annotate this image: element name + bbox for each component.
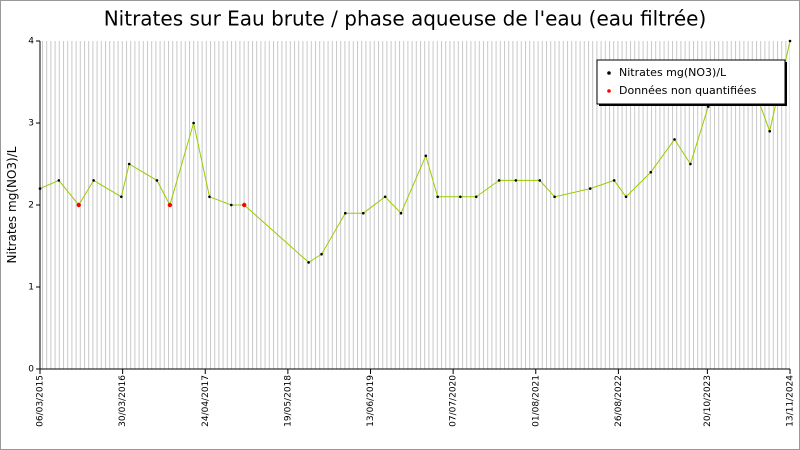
point: [92, 179, 95, 182]
x-tick-label: 01/08/2021: [531, 375, 541, 427]
point: [399, 211, 403, 215]
point: [57, 179, 61, 182]
point: [649, 170, 653, 174]
x-tick-label: 24/04/2017: [201, 375, 211, 427]
legend-label: Données non quantifiées: [619, 84, 757, 97]
point: [588, 187, 592, 190]
point: [624, 195, 628, 199]
x-tick-label: 07/07/2020: [449, 375, 459, 427]
point: [553, 195, 556, 199]
point: [307, 261, 310, 264]
point: [436, 195, 439, 199]
point: [424, 154, 428, 158]
y-tick-label: 0: [28, 365, 34, 375]
point: [689, 162, 692, 166]
point: [497, 179, 501, 182]
point: [242, 202, 247, 208]
x-tick-label: 13/06/2019: [366, 375, 376, 427]
point: [192, 121, 195, 125]
point: [514, 179, 518, 182]
series-line: [39, 40, 791, 264]
y-axis-label: Nitrates mg(NO3)/L: [5, 146, 19, 263]
x-tick-label: 30/03/2016: [118, 375, 128, 427]
y-tick-label: 1: [28, 283, 34, 293]
y-tick-label: 4: [28, 37, 34, 47]
x-tick-label: 06/03/2015: [36, 375, 46, 427]
chart-title: Nitrates sur Eau brute / phase aqueuse d…: [104, 7, 707, 31]
legend-label: Nitrates mg(NO3)/L: [619, 66, 727, 79]
point: [673, 138, 676, 141]
point: [474, 195, 478, 199]
y-tick-label: 3: [28, 119, 34, 129]
x-tick-label: 20/10/2023: [703, 375, 713, 427]
legend-marker: [607, 89, 611, 93]
point: [538, 179, 542, 182]
point: [167, 202, 173, 208]
point: [768, 129, 771, 133]
point: [320, 252, 323, 256]
point: [155, 179, 159, 182]
legend: [596, 59, 786, 105]
point: [76, 202, 81, 208]
point: [343, 211, 347, 215]
point: [230, 203, 233, 207]
point: [788, 39, 792, 43]
point: [120, 195, 123, 199]
x-tick-label: 26/08/2022: [614, 375, 624, 427]
point: [38, 187, 42, 190]
x-tick-label: 13/11/2024: [786, 375, 796, 427]
x-tick-label: 19/05/2018: [283, 375, 293, 427]
point: [208, 195, 211, 199]
point: [383, 195, 387, 199]
legend-marker: [607, 71, 611, 75]
y-tick-label: 2: [28, 201, 34, 211]
point: [362, 211, 365, 215]
point: [612, 179, 616, 182]
point: [459, 195, 462, 199]
point: [127, 162, 131, 166]
